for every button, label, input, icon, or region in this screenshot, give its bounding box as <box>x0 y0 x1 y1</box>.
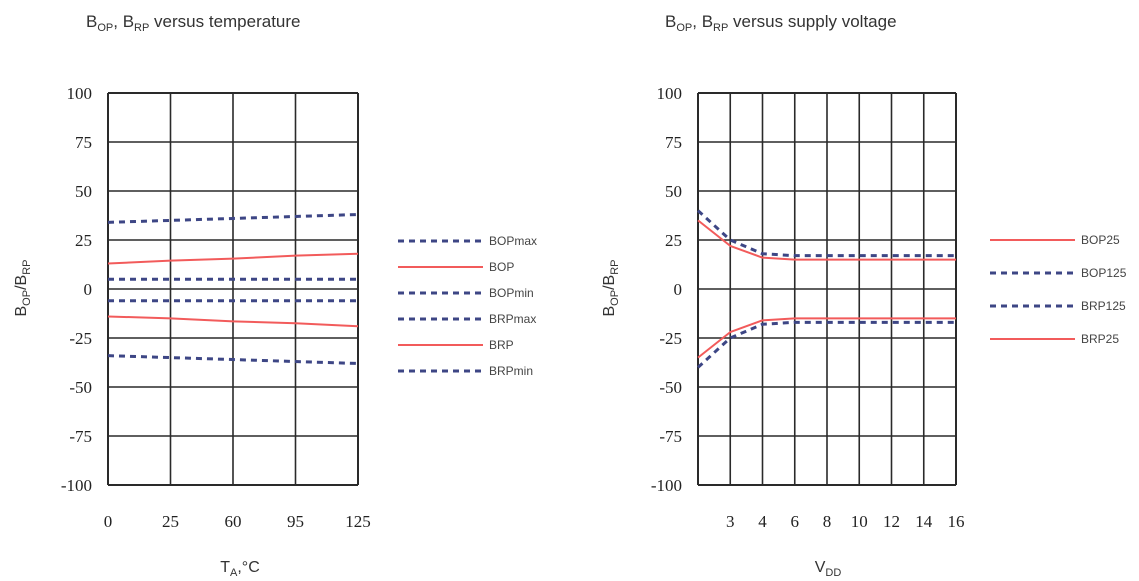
legend: BOP25 BOP125 BRP125 BRP25 <box>990 233 1127 346</box>
series-line-bop25 <box>697 219 956 261</box>
y-tick-labels: 100 75 50 25 0 -25 -50 -75 -100 <box>61 84 92 495</box>
y-axis-label-temperature: BOP/BRP <box>13 260 33 317</box>
plot-grid <box>697 92 957 486</box>
x-axis-label-voltage: VDD <box>815 559 842 579</box>
x-tick-label: 12 <box>883 512 900 531</box>
series-line-bopmax <box>107 213 359 224</box>
series-lines <box>696 209 956 369</box>
series-line-bop125 <box>696 209 956 258</box>
x-tick-label: 8 <box>823 512 832 531</box>
chart-temperature: BOP, BRP versus temperature 100 75 50 25 0 -2… <box>13 12 537 579</box>
x-tick-label: 10 <box>851 512 868 531</box>
x-tick-labels: 3 4 6 8 10 12 14 16 <box>726 512 965 531</box>
y-tick-label: 75 <box>665 133 682 152</box>
chart-title-voltage: BOP, BRP versus supply voltage <box>665 12 897 34</box>
y-axis-label-voltage: BOP/BRP <box>601 260 621 317</box>
series-line-bop <box>107 252 359 265</box>
legend: BOPmax BOP BOPmin BRPmax BRP BRPmin <box>398 234 537 378</box>
legend-label: BRP25 <box>1081 332 1119 346</box>
chart-title-temperature: BOP, BRP versus temperature <box>86 12 301 34</box>
x-tick-label: 4 <box>758 512 767 531</box>
y-tick-label: 50 <box>75 182 92 201</box>
x-tick-label: 3 <box>726 512 735 531</box>
y-tick-label: -50 <box>659 378 682 397</box>
y-tick-label: 25 <box>665 231 682 250</box>
x-tick-labels: 0 25 60 95 125 <box>104 512 371 531</box>
y-tick-label: -25 <box>69 329 92 348</box>
series-line-brp25 <box>697 317 956 359</box>
plot-grid <box>107 92 359 486</box>
x-tick-label: 6 <box>791 512 800 531</box>
y-tick-label: 100 <box>657 84 683 103</box>
legend-label: BOP <box>489 260 514 274</box>
y-tick-label: 100 <box>67 84 93 103</box>
y-tick-label: -50 <box>69 378 92 397</box>
y-tick-label: -100 <box>61 476 92 495</box>
y-tick-label: 25 <box>75 231 92 250</box>
x-tick-label: 14 <box>915 512 933 531</box>
y-tick-label: -100 <box>651 476 682 495</box>
legend-label: BOP125 <box>1081 266 1127 280</box>
y-tick-label: 0 <box>84 280 93 299</box>
y-tick-labels: 100 75 50 25 0 -25 -50 -75 -100 <box>651 84 682 495</box>
x-tick-label: 95 <box>287 512 304 531</box>
y-tick-label: -75 <box>659 427 682 446</box>
series-lines <box>107 213 359 365</box>
y-tick-label: -25 <box>659 329 682 348</box>
x-tick-label: 0 <box>104 512 113 531</box>
legend-label: BOPmax <box>489 234 537 248</box>
x-tick-label: 125 <box>345 512 371 531</box>
y-tick-label: 50 <box>665 182 682 201</box>
legend-label: BRP125 <box>1081 299 1126 313</box>
x-axis-label-temperature: TA,°C <box>220 559 260 579</box>
legend-label: BOPmin <box>489 286 534 300</box>
x-tick-label: 25 <box>162 512 179 531</box>
series-line-brp <box>107 315 359 328</box>
chart-voltage: BOP, BRP versus supply voltage 100755025… <box>601 12 1127 579</box>
series-line-brpmin <box>107 354 359 365</box>
y-tick-label: 0 <box>674 280 683 299</box>
y-tick-label: 75 <box>75 133 92 152</box>
y-tick-label: -75 <box>69 427 92 446</box>
legend-label: BRPmax <box>489 312 536 326</box>
series-line-brp125 <box>696 320 956 369</box>
legend-label: BRPmin <box>489 364 533 378</box>
x-tick-label: 16 <box>948 512 965 531</box>
legend-label: BRP <box>489 338 514 352</box>
x-tick-label: 60 <box>225 512 242 531</box>
legend-label: BOP25 <box>1081 233 1120 247</box>
